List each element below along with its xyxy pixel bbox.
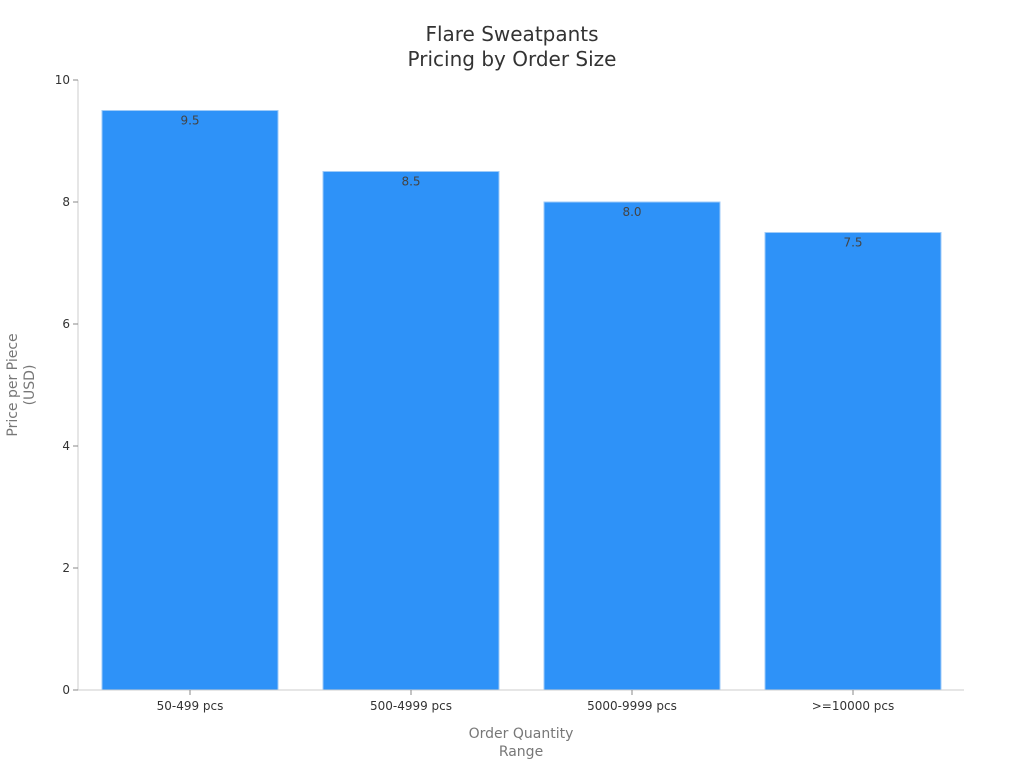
y-tick-label: 6	[62, 317, 70, 331]
x-axis-label-line-1: Order Quantity	[469, 726, 574, 742]
bar-value-label: 9.5	[180, 114, 199, 128]
x-axis-label: Order Quantity Range	[469, 726, 574, 760]
bar	[101, 110, 279, 691]
y-tick-label: 10	[55, 73, 70, 87]
bar	[764, 232, 942, 691]
bar-value-label: 8.0	[622, 205, 641, 219]
bar-value-label: 7.5	[843, 236, 862, 250]
y-axis-label-line-1: Price per Piece	[5, 333, 21, 436]
chart-title-line-1: Flare Sweatpants	[425, 22, 598, 46]
y-tick-label: 2	[62, 561, 70, 575]
y-axis-label-line-2: (USD)	[22, 365, 38, 406]
bar	[543, 201, 721, 691]
x-axis-ticks: 50-499 pcs 500-4999 pcs 5000-9999 pcs >=100…	[157, 690, 895, 713]
y-axis-ticks: 0 2 4 6 8 10	[55, 73, 78, 697]
y-tick-label: 0	[62, 683, 70, 697]
bar	[322, 171, 500, 691]
chart-title-line-2: Pricing by Order Size	[408, 47, 617, 71]
chart-title: Flare Sweatpants Pricing by Order Size	[408, 22, 617, 71]
y-tick-label: 4	[62, 439, 70, 453]
data-labels: 9.5 8.5 8.0 7.5	[180, 114, 862, 250]
bar-value-label: 8.5	[401, 175, 420, 189]
x-tick-label: >=10000 pcs	[812, 699, 895, 713]
bars	[101, 110, 942, 691]
y-tick-label: 8	[62, 195, 70, 209]
x-axis-label-line-2: Range	[499, 744, 543, 760]
y-axis-label: Price per Piece (USD)	[5, 333, 38, 436]
x-tick-label: 50-499 pcs	[157, 699, 224, 713]
x-tick-label: 500-4999 pcs	[370, 699, 452, 713]
x-tick-label: 5000-9999 pcs	[587, 699, 677, 713]
